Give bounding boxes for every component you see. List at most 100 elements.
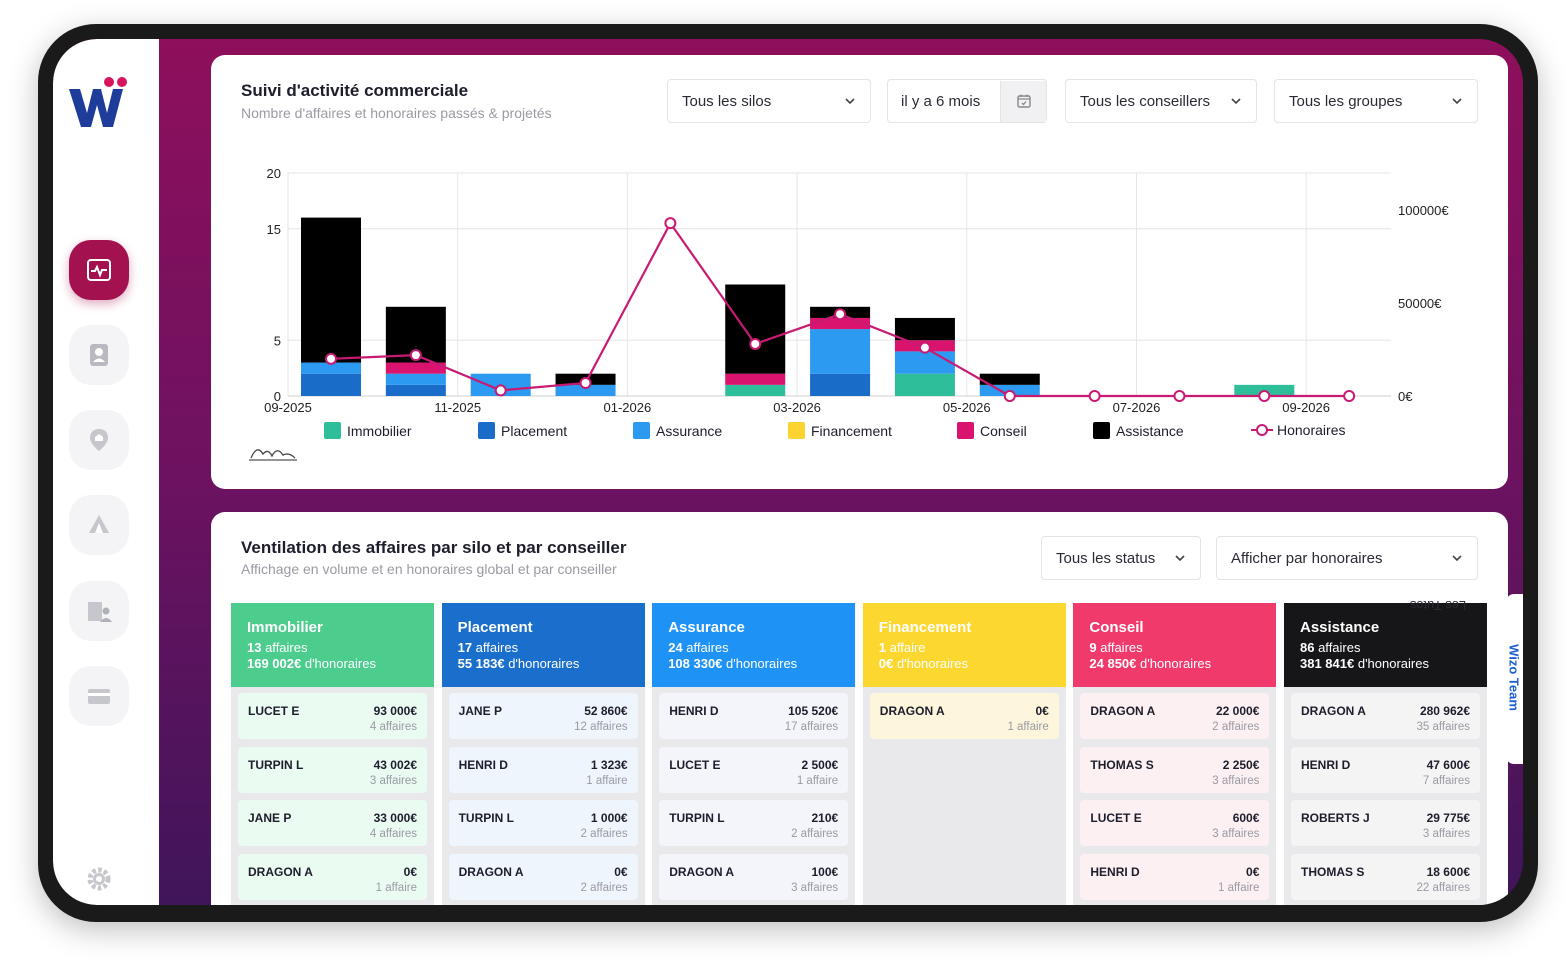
advisor-fees: 210€ bbox=[811, 811, 839, 826]
logo-icon[interactable] bbox=[65, 75, 129, 135]
display-mode-value: Afficher par honoraires bbox=[1231, 549, 1383, 567]
legend-swatch bbox=[633, 422, 650, 439]
legend-item-honoraires[interactable]: Honoraires bbox=[1251, 422, 1345, 438]
display-mode-select[interactable]: Afficher par honoraires bbox=[1216, 536, 1478, 580]
y2-tick-label: 100000€ bbox=[1398, 203, 1449, 218]
activity-card: Suivi d'activité commerciale Nombre d'af… bbox=[211, 55, 1508, 489]
advisor-fees: 2 500€ bbox=[801, 757, 839, 772]
advisor-deal-count: 4 affaires bbox=[369, 721, 417, 733]
advisor-row[interactable]: THOMAS S 18 600€ 22 affaires bbox=[1291, 854, 1480, 901]
silo-header[interactable]: Assurance 24 affaires 108 330€ d'honoraire… bbox=[652, 603, 856, 687]
advisor-row[interactable]: JANE P 52 860€ 12 affaires bbox=[448, 693, 638, 739]
period-picker[interactable]: il y a 6 mois bbox=[887, 79, 1047, 123]
legend-item-conseil[interactable]: Conseil bbox=[957, 422, 1027, 439]
advisor-row[interactable]: TURPIN L 43 002€ 3 affaires bbox=[238, 746, 427, 793]
advisor-row[interactable]: DRAGON A 0€ 1 affaire bbox=[869, 693, 1059, 739]
advisor-row[interactable]: HENRI D 47 600€ 7 affaires bbox=[1291, 746, 1480, 793]
legend-item-assurance[interactable]: Assurance bbox=[633, 422, 722, 439]
silo-count: 86 bbox=[1300, 640, 1315, 655]
advisor-row[interactable]: TURPIN L 1 000€ 2 affaires bbox=[448, 800, 638, 847]
y-tick-label: 0 bbox=[274, 389, 281, 404]
bar-segment-assistance bbox=[894, 317, 955, 341]
advisor-fees: 22 000€ bbox=[1216, 704, 1260, 718]
advisor-row[interactable]: TURPIN L 210€ 2 affaires bbox=[659, 800, 849, 847]
legend-item-financement[interactable]: Financement bbox=[788, 422, 892, 439]
tutorial-tab[interactable]: Les Tutos Wizo Team bbox=[1409, 594, 1523, 764]
advisor-row[interactable]: DRAGON A 280 962€ 35 affaires bbox=[1291, 693, 1480, 739]
silo-fees-suffix: d'honoraires bbox=[1136, 656, 1212, 671]
advisor-name: DRAGON A bbox=[1301, 704, 1366, 718]
silo-fees: 169 002€ bbox=[247, 656, 302, 671]
activity-chart: 20 15 5 0 100000€ 50000€ 0€ 09-2025 11-2025 01-20… bbox=[264, 166, 1449, 415]
advisor-row[interactable]: HENRI D 105 520€ 17 affaires bbox=[659, 693, 849, 739]
honoraires-point bbox=[664, 217, 677, 230]
advisor-row[interactable]: DRAGON A 100€ 3 affaires bbox=[659, 854, 849, 901]
legend-label: Immobilier bbox=[347, 422, 412, 439]
calendar-button[interactable] bbox=[1000, 80, 1046, 122]
silo-fees-suffix: d'honoraires bbox=[1354, 656, 1429, 671]
silo-fees-suffix: d'honoraires bbox=[722, 656, 798, 671]
nav-card[interactable] bbox=[69, 666, 129, 726]
nav-buildings[interactable] bbox=[69, 581, 129, 641]
silo-header[interactable]: Assistance 86 affaires 381 841€ d'honorair… bbox=[1284, 603, 1487, 687]
silo-column-conseil: Conseil 9 affaires 24 850€ d'honoraires DRA… bbox=[1073, 603, 1277, 905]
gear-icon[interactable] bbox=[85, 865, 113, 893]
advisor-row[interactable]: LUCET E 2 500€ 1 affaire bbox=[659, 746, 849, 793]
groupes-select[interactable]: Tous les groupes bbox=[1274, 79, 1478, 123]
advisor-deal-count: 1 affaire bbox=[586, 774, 628, 787]
advisor-fees: 1 323€ bbox=[590, 757, 628, 772]
silo-column-assurance: Assurance 24 affaires 108 330€ d'honoraire… bbox=[652, 603, 856, 905]
legend-label: Financement bbox=[811, 422, 892, 439]
x-tick-label: 03-2026 bbox=[773, 400, 821, 415]
silo-column-immobilier: Immobilier 13 affaires 169 002€ d'honorair… bbox=[231, 603, 434, 905]
advisor-row[interactable]: THOMAS S 2 250€ 3 affaires bbox=[1080, 746, 1270, 793]
nav-shapes[interactable] bbox=[69, 495, 129, 555]
silo-header[interactable]: Immobilier 13 affaires 169 002€ d'honorair… bbox=[231, 603, 434, 687]
advisor-row[interactable]: LUCET E 600€ 3 affaires bbox=[1080, 800, 1270, 847]
advisor-fees: 0€ bbox=[614, 865, 628, 880]
tutorial-tab-label: Les Tutos Wizo Team bbox=[1409, 598, 1522, 711]
advisor-row[interactable]: DRAGON A 0€ 2 affaires bbox=[448, 854, 638, 901]
silo-fees: 381 841€ bbox=[1300, 656, 1355, 671]
silos-select[interactable]: Tous les silos bbox=[667, 79, 871, 123]
legend-item-placement[interactable]: Placement bbox=[478, 422, 567, 439]
advisor-name: LUCET E bbox=[669, 757, 721, 772]
contacts-icon bbox=[90, 344, 108, 366]
advisor-row[interactable]: JANE P 33 000€ 4 affaires bbox=[238, 800, 427, 847]
advisor-deal-count: 3 affaires bbox=[1422, 828, 1470, 841]
advisor-row[interactable]: DRAGON A 22 000€ 2 affaires bbox=[1080, 693, 1270, 739]
nav-location[interactable] bbox=[69, 410, 129, 470]
nav-activity[interactable] bbox=[69, 240, 129, 300]
advisor-row[interactable]: HENRI D 0€ 1 affaire bbox=[1080, 854, 1270, 901]
advisor-row[interactable]: ROBERTS J 29 775€ 3 affaires bbox=[1291, 800, 1480, 847]
advisor-name: HENRI D bbox=[1090, 865, 1140, 880]
advisor-name: JANE P bbox=[458, 704, 502, 718]
advisor-name: DRAGON A bbox=[669, 865, 735, 880]
advisor-deal-count: 3 affaires bbox=[369, 774, 417, 787]
line-toggle-icon[interactable] bbox=[247, 440, 299, 462]
legend-item-immobilier[interactable]: Immobilier bbox=[324, 422, 412, 439]
advisor-row[interactable]: HENRI D 1 323€ 1 affaire bbox=[448, 746, 638, 793]
advisor-row[interactable]: LUCET E 93 000€ 4 affaires bbox=[238, 693, 427, 739]
silo-name: Financement bbox=[878, 619, 972, 636]
advisor-deal-count: 3 affaires bbox=[1212, 828, 1260, 841]
legend-item-assistance[interactable]: Assistance bbox=[1093, 422, 1184, 439]
silo-name: Conseil bbox=[1089, 619, 1144, 636]
advisor-row[interactable]: DRAGON A 0€ 1 affaire bbox=[238, 854, 427, 901]
silo-header[interactable]: Placement 17 affaires 55 183€ d'honoraires bbox=[441, 603, 645, 687]
advisor-fees: 0€ bbox=[1035, 704, 1049, 718]
silo-header[interactable]: Conseil 9 affaires 24 850€ d'honoraires bbox=[1073, 603, 1277, 687]
nav-contacts[interactable] bbox=[69, 325, 129, 385]
silo-name: Immobilier bbox=[247, 619, 323, 636]
advisor-name: DRAGON A bbox=[458, 865, 524, 880]
bar-segment-conseil bbox=[810, 317, 871, 330]
advisor-name: THOMAS S bbox=[1301, 865, 1365, 880]
honoraires-point bbox=[579, 376, 592, 389]
legend-swatch bbox=[478, 422, 495, 439]
silo-name: Assurance bbox=[668, 619, 745, 636]
status-select[interactable]: Tous les status bbox=[1041, 536, 1201, 580]
bar-segment-assurance bbox=[555, 384, 616, 396]
silo-header[interactable]: Financement 1 affaire 0€ d'honoraires bbox=[862, 603, 1066, 687]
silo-count-suffix: affaires bbox=[1314, 640, 1361, 655]
conseillers-select[interactable]: Tous les conseillers bbox=[1065, 79, 1257, 123]
